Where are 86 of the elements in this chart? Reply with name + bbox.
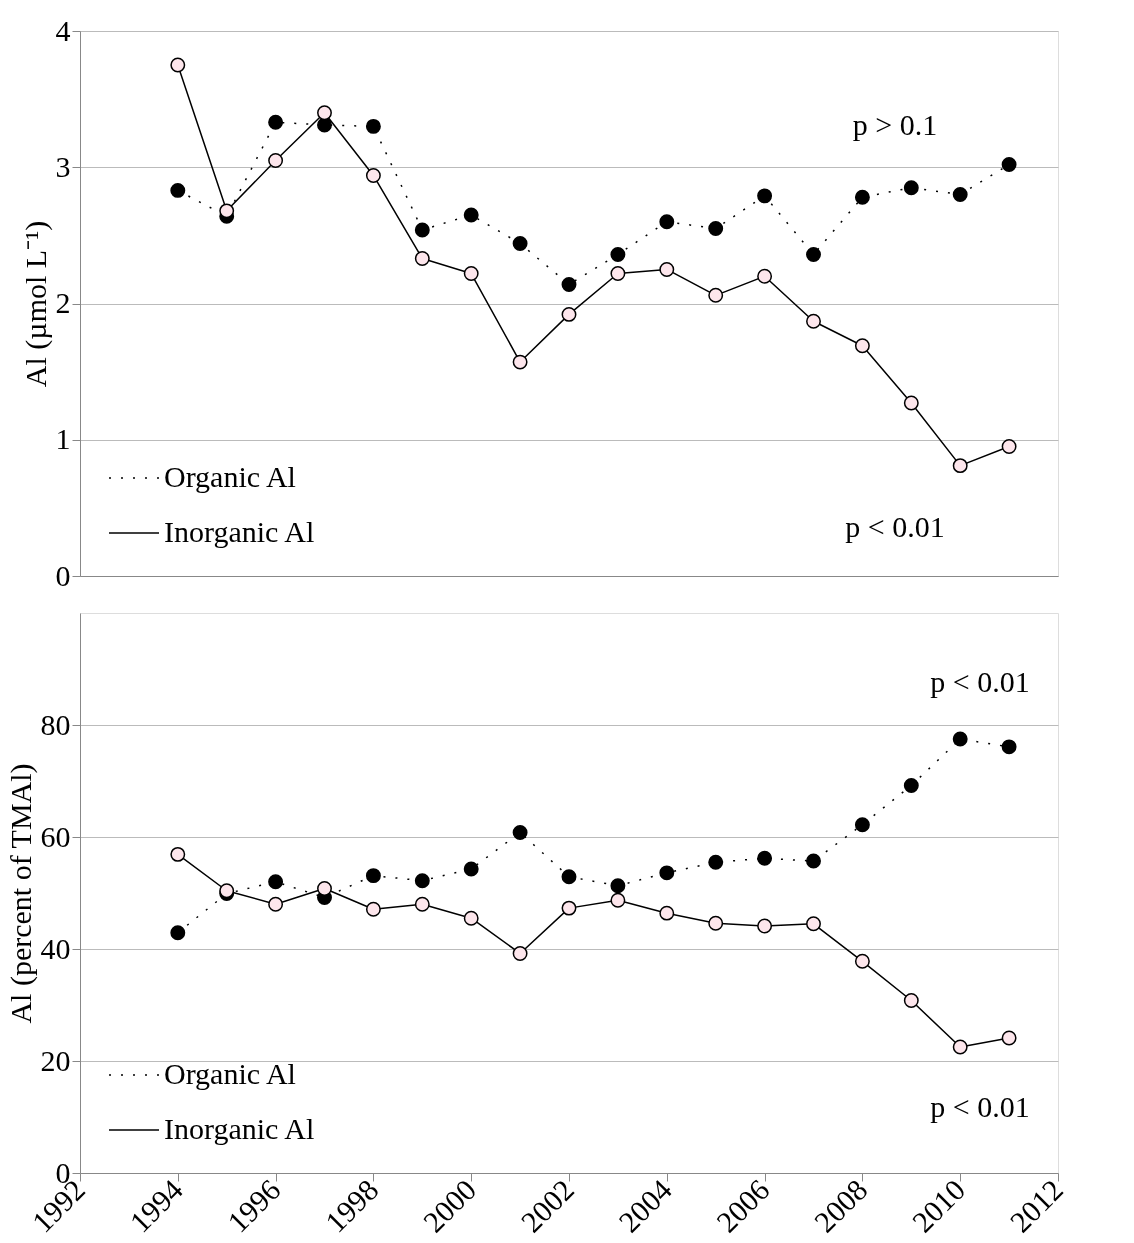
point bbox=[610, 247, 626, 262]
legend-label: Inorganic Al bbox=[164, 1112, 315, 1145]
point bbox=[952, 1039, 968, 1055]
point bbox=[170, 57, 186, 73]
annotation: p < 0.01 bbox=[930, 665, 1030, 698]
point bbox=[463, 207, 479, 223]
point bbox=[610, 266, 626, 281]
point bbox=[708, 854, 724, 870]
point bbox=[1001, 739, 1017, 755]
y-tick-label: 2 bbox=[55, 286, 71, 319]
point bbox=[414, 896, 430, 912]
point bbox=[708, 287, 724, 303]
point bbox=[854, 338, 870, 354]
point bbox=[1001, 157, 1017, 172]
y-tick-label: 0 bbox=[55, 558, 71, 592]
point bbox=[170, 846, 186, 862]
point bbox=[414, 873, 430, 889]
y-tick-label: 40 bbox=[40, 931, 71, 965]
point bbox=[414, 251, 430, 266]
point bbox=[854, 953, 870, 969]
point bbox=[806, 916, 821, 932]
y-tick-label: 80 bbox=[40, 707, 71, 741]
y-tick-label: 60 bbox=[40, 819, 71, 853]
point bbox=[854, 817, 870, 833]
point bbox=[365, 901, 381, 917]
point bbox=[659, 261, 675, 277]
point bbox=[512, 236, 528, 251]
point bbox=[757, 918, 773, 934]
point bbox=[561, 276, 577, 292]
point bbox=[561, 900, 577, 916]
point bbox=[659, 905, 675, 921]
point bbox=[512, 946, 528, 961]
point bbox=[659, 214, 675, 230]
point bbox=[806, 853, 821, 869]
point bbox=[806, 247, 821, 262]
annotation: p < 0.01 bbox=[930, 1090, 1030, 1123]
point bbox=[903, 395, 919, 411]
point bbox=[463, 266, 479, 281]
y-tick-label: 3 bbox=[55, 149, 71, 183]
point bbox=[903, 993, 919, 1008]
annotation: p < 0.01 bbox=[845, 510, 945, 543]
point bbox=[463, 910, 479, 926]
point bbox=[365, 118, 381, 134]
point bbox=[806, 313, 821, 329]
point bbox=[268, 152, 284, 168]
legend-label: Inorganic Al bbox=[164, 515, 315, 548]
point bbox=[708, 915, 724, 931]
point bbox=[952, 731, 968, 747]
y-tick-label: 4 bbox=[55, 13, 71, 47]
y-tick-label: 1 bbox=[55, 422, 71, 456]
y-tick-label: 20 bbox=[40, 1043, 71, 1077]
point bbox=[757, 850, 773, 866]
point bbox=[170, 925, 186, 941]
point bbox=[268, 896, 284, 912]
point bbox=[903, 778, 919, 793]
point bbox=[1001, 1030, 1017, 1046]
point bbox=[365, 868, 381, 884]
point bbox=[317, 881, 332, 896]
point bbox=[854, 189, 870, 205]
legend-label: Organic Al bbox=[164, 1057, 296, 1090]
point bbox=[1001, 439, 1017, 455]
point bbox=[561, 306, 577, 322]
point bbox=[659, 865, 675, 881]
annotation: p > 0.1 bbox=[852, 108, 938, 141]
point bbox=[268, 114, 284, 130]
legend-label: Organic Al bbox=[164, 460, 296, 493]
point bbox=[952, 187, 968, 202]
point bbox=[219, 203, 235, 219]
point bbox=[610, 892, 626, 908]
y-axis-title: Al (µmol L⁻¹) bbox=[18, 220, 53, 388]
point bbox=[512, 825, 528, 840]
point bbox=[365, 167, 381, 183]
point bbox=[610, 878, 626, 894]
point bbox=[903, 180, 919, 196]
point bbox=[561, 869, 577, 885]
point bbox=[512, 354, 528, 370]
point bbox=[952, 458, 968, 474]
y-axis-title: Al (percent of TMAl) bbox=[3, 763, 38, 1024]
point bbox=[757, 268, 773, 284]
point bbox=[268, 874, 284, 890]
point bbox=[757, 188, 773, 204]
point bbox=[414, 222, 430, 238]
point bbox=[708, 221, 724, 237]
point bbox=[317, 105, 332, 121]
point bbox=[463, 861, 479, 877]
point bbox=[170, 182, 186, 198]
